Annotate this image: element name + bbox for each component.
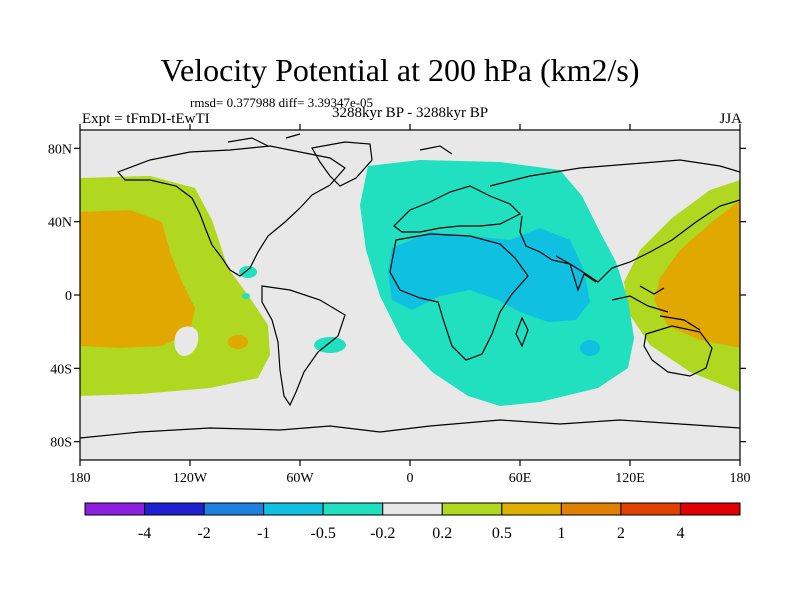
x-tick-label: 60W	[286, 471, 314, 486]
colorbar-label: -4	[138, 525, 151, 542]
colorbar-swatch	[84, 502, 146, 516]
colorbar-label: -2	[197, 525, 210, 542]
y-tick-label: 40N	[48, 216, 72, 231]
coast-arctic-islands	[227, 133, 453, 155]
y-tick-label: 0	[65, 289, 72, 304]
coast-south-america	[261, 285, 346, 407]
coast-maritime-continent	[611, 285, 701, 331]
colorbar-swatch	[144, 502, 205, 516]
colorbar-swatch	[322, 502, 384, 516]
x-tick-label: 120W	[173, 471, 208, 486]
coast-greenland	[311, 141, 373, 187]
colorbar-swatch	[560, 502, 622, 516]
coast-india	[555, 255, 597, 292]
experiment-label: Expt = tFmDI-tEwTI	[82, 111, 210, 127]
stats-line: rmsd= 0.377988 diff= 3.39347e-05	[190, 95, 374, 110]
colorbar-swatch	[203, 502, 265, 516]
x-tick-label: 180	[70, 471, 91, 486]
negative-spot-indian-ocean	[580, 340, 600, 356]
plot-title: Velocity Potential at 200 hPa (km2/s)	[160, 52, 640, 88]
coast-australia	[643, 325, 713, 377]
field-contours	[80, 133, 740, 439]
colorbar-swatch	[501, 502, 562, 516]
x-tick-label: 60E	[509, 471, 532, 486]
negative-spot-panama	[242, 293, 250, 299]
y-tick-label: 80S	[50, 436, 72, 451]
positive-spot-east-pacific	[228, 335, 248, 349]
colorbar-swatch	[382, 502, 443, 516]
coast-africa	[389, 233, 529, 361]
colorbar-swatch	[263, 502, 324, 516]
x-tick-label: 0	[407, 471, 414, 486]
positive-core-pacific-west	[80, 210, 195, 348]
coast-madagascar	[515, 316, 529, 348]
y-tick-label: 80N	[48, 142, 72, 157]
colorbar-label: -0.5	[311, 525, 336, 542]
colorbar-label: 0.5	[492, 525, 512, 542]
season-label: JJA	[719, 111, 742, 127]
colorbar: -4 -2 -1 -0.5 -0.2 0.2 0.5 1 2 4	[84, 502, 741, 542]
coast-asia	[489, 159, 740, 283]
coast-north-america	[116, 145, 346, 277]
coastlines	[80, 133, 740, 439]
colorbar-swatch	[679, 502, 741, 516]
colorbar-swatch	[441, 502, 503, 516]
y-axis: 80N 40N 0 40S 80S	[48, 142, 746, 451]
period-label: 3288kyr BP - 3288kyr BP	[331, 105, 489, 121]
colorbar-label: -1	[257, 525, 270, 542]
coast-europe	[393, 185, 522, 233]
colorbar-label: 4	[676, 525, 684, 542]
x-tick-label: 180	[730, 471, 751, 486]
colorbar-label: 1	[557, 525, 565, 542]
x-tick-label: 120E	[615, 471, 645, 486]
colorbar-label: -0.2	[370, 525, 395, 542]
colorbar-label: 2	[617, 525, 625, 542]
colorbar-swatch	[620, 502, 681, 516]
x-axis: 180 120W 60W 0 60E 120E 180	[70, 124, 751, 486]
y-tick-label: 40S	[50, 362, 72, 377]
colorbar-label: 0.2	[432, 525, 452, 542]
neutral-spot-pacific	[174, 326, 199, 356]
positive-core-pacific-east	[654, 200, 740, 348]
coast-antarctica	[80, 419, 740, 439]
negative-spot-caribbean	[239, 266, 257, 278]
